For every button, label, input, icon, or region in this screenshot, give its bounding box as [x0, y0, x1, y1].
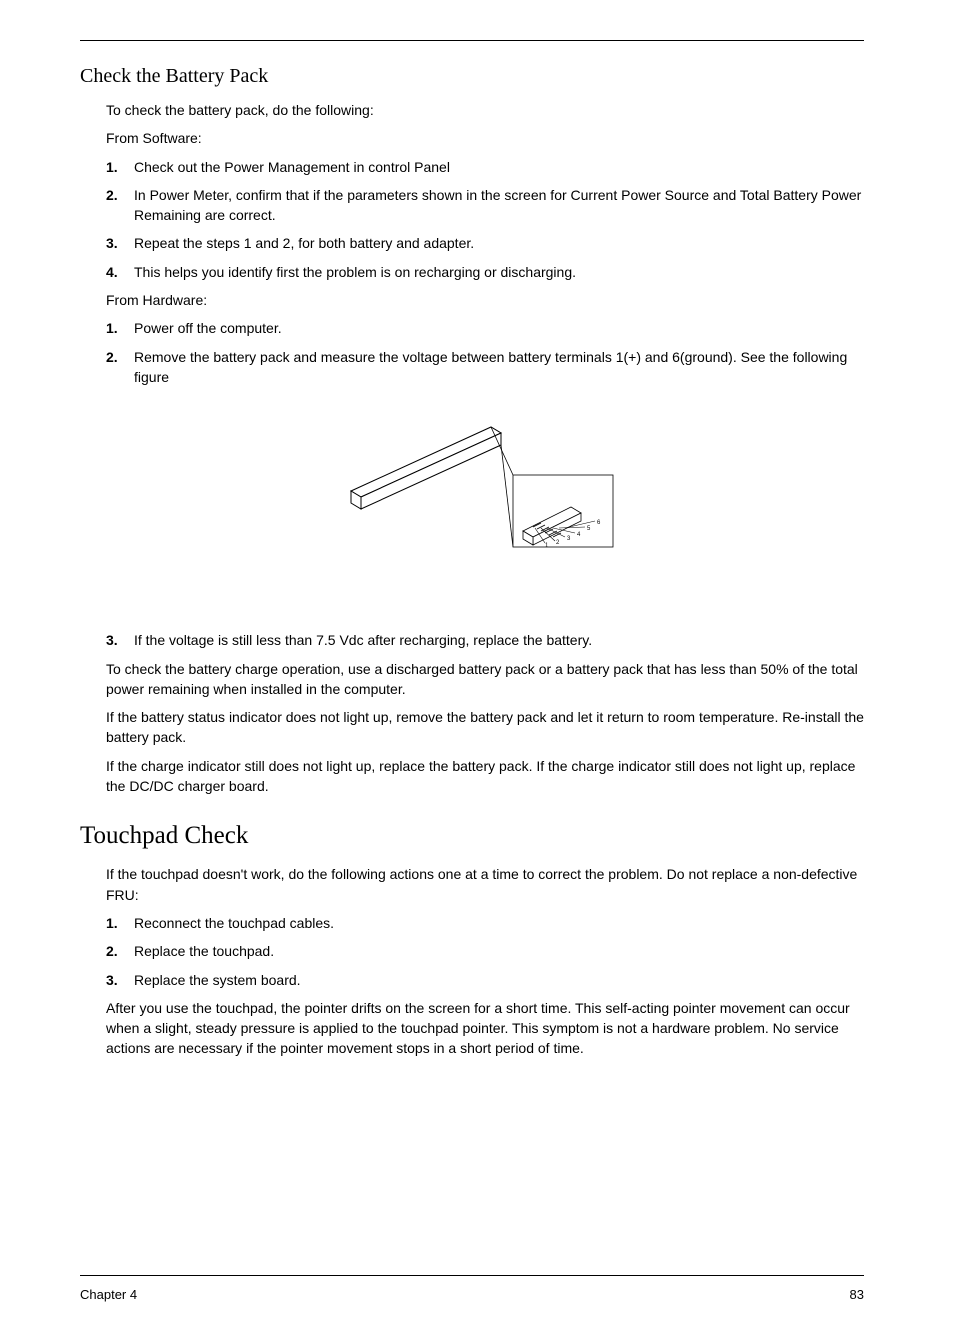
step-text: Replace the touchpad.	[134, 943, 274, 959]
step-number: 2.	[106, 185, 118, 205]
step-text: Power off the computer.	[134, 320, 282, 336]
step-number: 3.	[106, 630, 118, 650]
battery-section-body: To check the battery pack, do the follow…	[106, 100, 864, 796]
touchpad-steps-list: 1. Reconnect the touchpad cables. 2. Rep…	[106, 913, 864, 990]
step-number: 3.	[106, 233, 118, 253]
step-text: If the voltage is still less than 7.5 Vd…	[134, 632, 592, 648]
step-text: Reconnect the touchpad cables.	[134, 915, 334, 931]
step-number: 2.	[106, 347, 118, 367]
step-number: 4.	[106, 262, 118, 282]
battery-intro: To check the battery pack, do the follow…	[106, 100, 864, 120]
step-number: 1.	[106, 157, 118, 177]
list-item: 2. Remove the battery pack and measure t…	[106, 347, 864, 388]
footer-chapter: Chapter 4	[80, 1287, 137, 1302]
list-item: 1. Check out the Power Management in con…	[106, 157, 864, 177]
list-item: 1. Reconnect the touchpad cables.	[106, 913, 864, 933]
battery-figure: 1 2 3 4 5 6	[106, 421, 864, 586]
touchpad-section-body: If the touchpad doesn't work, do the fol…	[106, 864, 864, 1058]
step-text: Repeat the steps 1 and 2, for both batte…	[134, 235, 474, 251]
touchpad-intro: If the touchpad doesn't work, do the fol…	[106, 864, 864, 905]
from-hardware-label: From Hardware:	[106, 290, 864, 310]
hardware-steps-list-a: 1. Power off the computer. 2. Remove the…	[106, 318, 864, 387]
bottom-rule	[80, 1275, 864, 1276]
list-item: 2. In Power Meter, confirm that if the p…	[106, 185, 864, 226]
battery-para-2: If the battery status indicator does not…	[106, 707, 864, 748]
step-number: 2.	[106, 941, 118, 961]
step-text: In Power Meter, confirm that if the para…	[134, 187, 861, 223]
list-item: 3. Replace the system board.	[106, 970, 864, 990]
hardware-steps-list-b: 3. If the voltage is still less than 7.5…	[106, 630, 864, 650]
touchpad-section-title: Touchpad Check	[80, 822, 864, 850]
step-number: 1.	[106, 913, 118, 933]
touchpad-outro: After you use the touchpad, the pointer …	[106, 998, 864, 1059]
battery-diagram-icon: 1 2 3 4 5 6	[345, 421, 625, 581]
step-number: 1.	[106, 318, 118, 338]
list-item: 4. This helps you identify first the pro…	[106, 262, 864, 282]
page: Check the Battery Pack To check the batt…	[0, 0, 954, 1336]
list-item: 1. Power off the computer.	[106, 318, 864, 338]
from-software-label: From Software:	[106, 128, 864, 148]
list-item: 3. If the voltage is still less than 7.5…	[106, 630, 864, 650]
step-number: 3.	[106, 970, 118, 990]
battery-section-title: Check the Battery Pack	[80, 65, 864, 88]
step-text: This helps you identify first the proble…	[134, 264, 576, 280]
step-text: Remove the battery pack and measure the …	[134, 349, 847, 385]
list-item: 3. Repeat the steps 1 and 2, for both ba…	[106, 233, 864, 253]
page-footer: Chapter 4 83	[80, 1287, 864, 1302]
step-text: Check out the Power Management in contro…	[134, 159, 450, 175]
top-rule	[80, 40, 864, 41]
software-steps-list: 1. Check out the Power Management in con…	[106, 157, 864, 282]
battery-para-1: To check the battery charge operation, u…	[106, 659, 864, 700]
list-item: 2. Replace the touchpad.	[106, 941, 864, 961]
step-text: Replace the system board.	[134, 972, 301, 988]
battery-para-3: If the charge indicator still does not l…	[106, 756, 864, 797]
footer-page-number: 83	[850, 1287, 864, 1302]
